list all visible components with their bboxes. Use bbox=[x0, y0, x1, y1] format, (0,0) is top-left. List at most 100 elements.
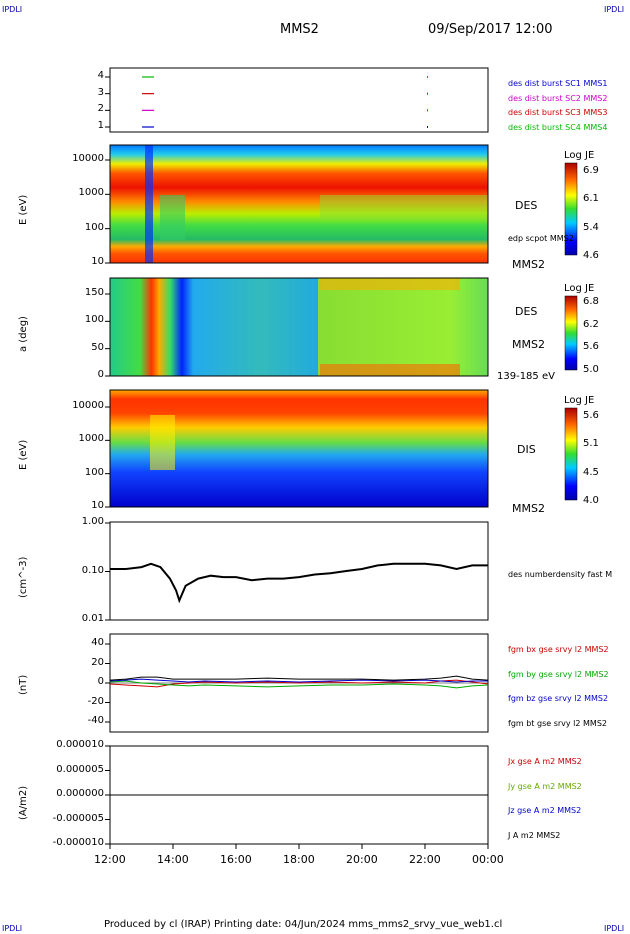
current-ytick: 0.000000 bbox=[56, 788, 104, 799]
des-pa-spacecraft: MMS2 bbox=[512, 338, 545, 351]
density-ytick: 1.00 bbox=[81, 516, 104, 527]
des-pa-ytick: 150 bbox=[84, 287, 104, 298]
bfield-ytick: 0 bbox=[97, 676, 104, 687]
current-legend-item: Jz gse A m2 MMS2 bbox=[508, 806, 582, 815]
colorbar-des-energy bbox=[564, 162, 578, 256]
des-energy-dip-feature bbox=[160, 195, 185, 240]
header-datetime: 09/Sep/2017 12:00 bbox=[428, 22, 553, 37]
des-energy-spacecraft: MMS2 bbox=[512, 258, 545, 271]
density-ytick: 0.01 bbox=[81, 613, 104, 624]
burst-mark-late bbox=[427, 76, 428, 78]
colorbar-des-energy-title: Log JE bbox=[564, 150, 595, 161]
time-tick-label: 16:00 bbox=[220, 853, 252, 866]
current-legend-item: Jy gse A m2 MMS2 bbox=[508, 781, 582, 791]
des-pa-ytick: 0 bbox=[97, 369, 104, 380]
colorbar-des-pa-tick: 5.0 bbox=[583, 364, 599, 375]
corner-label-top-left: IPDLI bbox=[2, 5, 23, 14]
burst-ytick: 1 bbox=[97, 120, 104, 131]
des-energy-ytick: 1000 bbox=[78, 187, 104, 199]
bfield-legend-item: fgm bz gse srvy l2 MMS2 bbox=[508, 694, 609, 703]
des-energy-ylabel: E (eV) bbox=[18, 194, 29, 225]
colorbar-des-pa-title: Log JE bbox=[564, 283, 595, 294]
des-energy-gap-feature bbox=[145, 145, 153, 263]
time-tick-label: 14:00 bbox=[157, 853, 189, 866]
burst-legend-item: des dist burst SC1 MMS1 bbox=[508, 79, 608, 88]
current-ylabel: (A/m2) bbox=[18, 785, 29, 820]
burst-ytick: 4 bbox=[97, 70, 104, 81]
dis-energy-ylabel: E (eV) bbox=[18, 439, 29, 470]
burst-legend-item: des dist burst SC4 MMS4 bbox=[508, 122, 608, 132]
time-tick-label: 22:00 bbox=[409, 853, 441, 866]
density-series-line bbox=[110, 562, 488, 604]
current-legend-item: J A m2 MMS2 bbox=[508, 830, 561, 840]
bfield-legend-item: fgm bx gse srvy l2 MMS2 bbox=[508, 645, 609, 654]
time-tick-label: 00:00 bbox=[472, 853, 504, 866]
bfield-series-line bbox=[109, 678, 488, 683]
des-energy-label: DES bbox=[515, 199, 538, 212]
des-energy-frame bbox=[109, 144, 489, 264]
colorbar-dis-energy bbox=[564, 407, 578, 501]
bfield-ytick: 40 bbox=[91, 637, 104, 648]
corner-label-top-right: IPDLI bbox=[604, 5, 625, 14]
bfield-legend-item: fgm bt gse srvy l2 MMS2 bbox=[508, 718, 607, 728]
current-legend-item: Jx gse A m2 MMS2 bbox=[508, 757, 582, 766]
colorbar-dis-title: Log JE bbox=[564, 395, 595, 406]
corner-label-bottom-left: IPDLI bbox=[2, 924, 23, 933]
colorbar-dis-tick: 4.5 bbox=[583, 466, 599, 478]
colorbar-des-pitch bbox=[564, 295, 578, 371]
colorbar-des-energy-tick: 4.6 bbox=[583, 250, 599, 261]
time-tick-label: 20:00 bbox=[346, 853, 378, 866]
colorbar-des-energy-tick: 6.1 bbox=[583, 193, 599, 205]
des-energy-ytick: 10000 bbox=[72, 153, 104, 164]
colorbar-des-pa-tick: 6.2 bbox=[583, 318, 599, 330]
time-tick-label: 18:00 bbox=[283, 853, 315, 866]
bfield-ytick: -40 bbox=[87, 715, 104, 726]
header-spacecraft: MMS2 bbox=[280, 22, 319, 37]
des-pa-ytick: 50 bbox=[91, 341, 104, 353]
density-panel-frame bbox=[109, 521, 489, 621]
des-pa-ytick: 100 bbox=[84, 314, 104, 326]
bfield-legend-item: fgm by gse srvy l2 MMS2 bbox=[508, 669, 609, 679]
dis-energy-ytick: 100 bbox=[84, 466, 104, 478]
dis-energy-dip-feature bbox=[150, 415, 175, 470]
current-ytick: -0.000005 bbox=[52, 812, 104, 824]
current-ytick: 0.000010 bbox=[56, 739, 104, 750]
colorbar-des-pa-tick: 5.6 bbox=[583, 341, 599, 353]
bfield-series-line bbox=[109, 675, 489, 681]
dis-energy-ytick: 10 bbox=[91, 500, 104, 511]
dis-energy-ytick: 10000 bbox=[72, 400, 104, 411]
dis-energy-spacecraft: MMS2 bbox=[512, 502, 545, 515]
des-pa-label: DES bbox=[515, 305, 538, 318]
footer-text: Produced by cl (IRAP) Printing date: 04/… bbox=[104, 919, 503, 930]
burst-mark-late bbox=[427, 109, 428, 112]
bfield-ytick: 20 bbox=[91, 656, 104, 668]
corner-label-bottom-right: IPDLI bbox=[604, 924, 625, 933]
burst-mark-late bbox=[427, 92, 428, 95]
burst-legend-item: des dist burst SC3 MMS3 bbox=[508, 108, 608, 117]
colorbar-dis-tick: 5.1 bbox=[583, 438, 599, 450]
time-tick-label: 12:00 bbox=[94, 853, 126, 866]
density-series-label: des numberdensity fast M bbox=[508, 570, 613, 579]
des-energy-sublabel: edp scpot MMS2 bbox=[508, 234, 574, 243]
des-pitch-angle-spectrogram bbox=[110, 278, 488, 376]
dis-energy-frame bbox=[109, 389, 489, 508]
des-pa-energy-range: 139-185 eV bbox=[497, 371, 555, 382]
burst-panel-frame bbox=[109, 67, 489, 133]
des-energy-ytick: 100 bbox=[84, 221, 104, 233]
des-pitch-angle-frame bbox=[109, 277, 489, 377]
bfield-ylabel: (nT) bbox=[18, 674, 29, 695]
dis-energy-label: DIS bbox=[517, 443, 536, 456]
current-ytick: 0.000005 bbox=[56, 763, 104, 775]
density-plot bbox=[110, 562, 488, 604]
burst-marks bbox=[142, 76, 428, 128]
colorbar-des-energy-tick: 6.9 bbox=[583, 165, 599, 176]
density-ytick: 0.10 bbox=[81, 564, 104, 576]
axis-ticks bbox=[105, 76, 489, 849]
bfield-ytick: -20 bbox=[87, 695, 104, 707]
colorbar-des-energy-tick: 5.4 bbox=[583, 221, 599, 233]
colorbar-dis-tick: 4.0 bbox=[583, 495, 599, 506]
des-pa-bottom-band bbox=[320, 364, 460, 376]
des-pa-top-band bbox=[320, 278, 460, 290]
bfield-plot bbox=[109, 675, 489, 689]
